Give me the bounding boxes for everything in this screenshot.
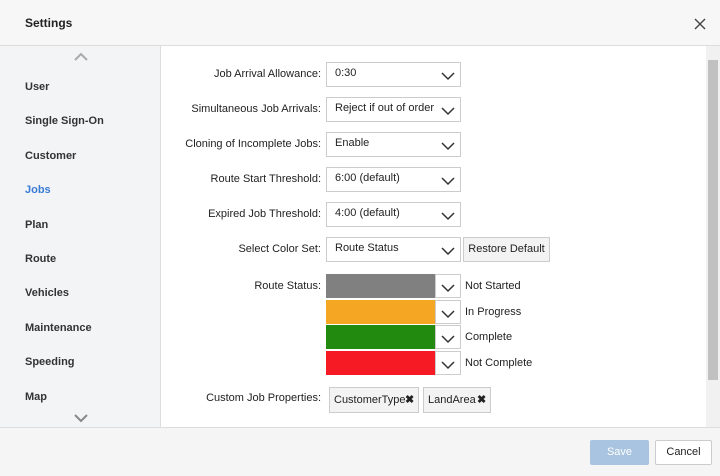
dropdown-arrow xyxy=(441,72,455,81)
field-label: Route Start Threshold: xyxy=(210,173,321,185)
color-swatch[interactable] xyxy=(326,350,436,375)
property-chip[interactable] xyxy=(423,387,491,413)
nav-item[interactable]: Vehicles xyxy=(25,287,70,300)
dropdown-arrow xyxy=(441,360,455,369)
field-label: Custom Job Properties: xyxy=(206,392,321,404)
nav-item[interactable]: Customer xyxy=(25,149,77,162)
dropdown-arrow xyxy=(441,212,455,221)
color-dropdown[interactable] xyxy=(435,325,461,349)
property-chip[interactable] xyxy=(329,387,419,413)
nav-item[interactable]: Jobs xyxy=(25,184,51,197)
dropdown-arrow xyxy=(441,247,455,256)
select-value: Reject if out of order xyxy=(335,102,435,114)
color-swatch[interactable] xyxy=(326,274,436,298)
chip-remove[interactable]: ✖ xyxy=(405,394,415,406)
save-button[interactable]: Save xyxy=(590,440,649,465)
select[interactable] xyxy=(326,62,461,87)
field-label: Simultaneous Job Arrivals: xyxy=(191,103,321,115)
status-name: Not Complete xyxy=(465,356,533,369)
color-swatch[interactable] xyxy=(326,299,436,324)
sidebar xyxy=(0,46,161,427)
color-dropdown[interactable] xyxy=(435,350,461,375)
cancel-button[interactable]: Cancel xyxy=(655,440,712,465)
nav-item[interactable]: Map xyxy=(25,390,47,403)
dropdown-arrow xyxy=(441,309,455,318)
header xyxy=(0,0,720,46)
field-label: Select Color Set: xyxy=(238,243,321,255)
nav-item[interactable]: Speeding xyxy=(25,356,75,369)
dropdown-arrow xyxy=(441,284,455,293)
dropdown-arrow xyxy=(441,335,455,344)
select-value: 0:30 xyxy=(335,67,357,79)
nav-item[interactable]: Plan xyxy=(25,218,49,231)
dropdown-arrow xyxy=(441,142,455,151)
color-dropdown[interactable] xyxy=(435,299,461,324)
select[interactable] xyxy=(326,132,461,157)
field-label: Expired Job Threshold: xyxy=(208,208,321,220)
color-dropdown[interactable] xyxy=(435,274,461,298)
color-swatch[interactable] xyxy=(326,325,436,349)
status-name: Not Started xyxy=(465,280,521,292)
status-name: Complete xyxy=(465,331,513,343)
select-value: Route Status xyxy=(335,242,399,254)
restore-button[interactable]: Restore Default xyxy=(463,237,550,262)
scroll-down[interactable] xyxy=(74,413,88,423)
select[interactable] xyxy=(326,202,461,227)
select-value: 6:00 (default) xyxy=(335,172,400,184)
scroll-up[interactable] xyxy=(74,52,88,62)
close-button[interactable] xyxy=(694,18,706,30)
nav-item[interactable]: Route xyxy=(25,253,57,265)
nav-item[interactable]: Single Sign-On xyxy=(25,115,104,128)
dropdown-arrow xyxy=(441,107,455,116)
select-value: Enable xyxy=(335,137,370,149)
chip-text: CustomerType xyxy=(334,394,406,406)
select[interactable] xyxy=(326,97,461,122)
nav-item[interactable]: User xyxy=(25,81,50,93)
select-value: 4:00 (default) xyxy=(335,207,400,219)
chip-text: LandArea xyxy=(428,394,476,406)
field-label: Cloning of Incomplete Jobs: xyxy=(185,138,321,150)
field-label: Route Status: xyxy=(254,280,321,292)
nav-item[interactable]: Maintenance xyxy=(25,321,92,334)
status-name: In Progress xyxy=(465,305,522,318)
chip-remove[interactable]: ✖ xyxy=(477,394,487,406)
field-label: Job Arrival Allowance: xyxy=(214,68,321,80)
dropdown-arrow xyxy=(441,177,455,186)
dialog-title: Settings xyxy=(25,16,73,30)
scrollbar-thumb[interactable] xyxy=(708,60,718,380)
select[interactable] xyxy=(326,237,461,262)
select[interactable] xyxy=(326,167,461,192)
